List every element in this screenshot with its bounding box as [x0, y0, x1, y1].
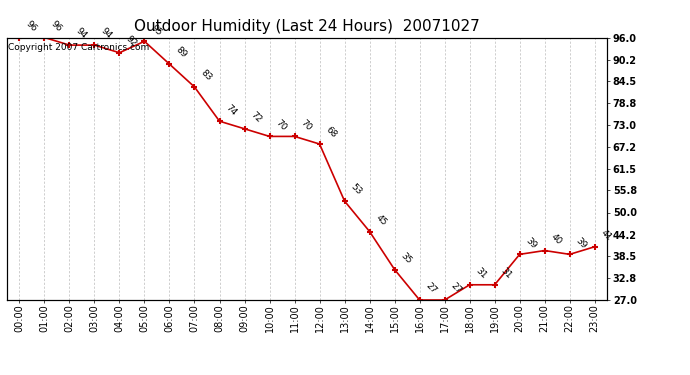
- Text: 27: 27: [448, 281, 463, 296]
- Text: 41: 41: [599, 228, 613, 243]
- Text: 70: 70: [299, 118, 313, 132]
- Text: 53: 53: [348, 182, 363, 197]
- Text: 27: 27: [424, 281, 438, 296]
- Text: 94: 94: [74, 27, 88, 41]
- Text: 35: 35: [399, 251, 413, 266]
- Text: 89: 89: [174, 45, 188, 60]
- Text: 96: 96: [48, 19, 63, 33]
- Title: Outdoor Humidity (Last 24 Hours)  20071027: Outdoor Humidity (Last 24 Hours) 2007102…: [134, 18, 480, 33]
- Text: 96: 96: [23, 19, 38, 33]
- Text: 92: 92: [124, 34, 138, 48]
- Text: 68: 68: [324, 125, 338, 140]
- Text: 95: 95: [148, 22, 163, 37]
- Text: 39: 39: [574, 236, 589, 250]
- Text: 72: 72: [248, 110, 263, 125]
- Text: 94: 94: [99, 27, 113, 41]
- Text: 31: 31: [474, 266, 489, 280]
- Text: 39: 39: [524, 236, 538, 250]
- Text: 70: 70: [274, 118, 288, 132]
- Text: 40: 40: [549, 232, 563, 246]
- Text: 45: 45: [374, 213, 388, 227]
- Text: 83: 83: [199, 68, 213, 83]
- Text: 74: 74: [224, 103, 238, 117]
- Text: Copyright 2007 Cartronics.com: Copyright 2007 Cartronics.com: [8, 43, 149, 52]
- Text: 31: 31: [499, 266, 513, 280]
